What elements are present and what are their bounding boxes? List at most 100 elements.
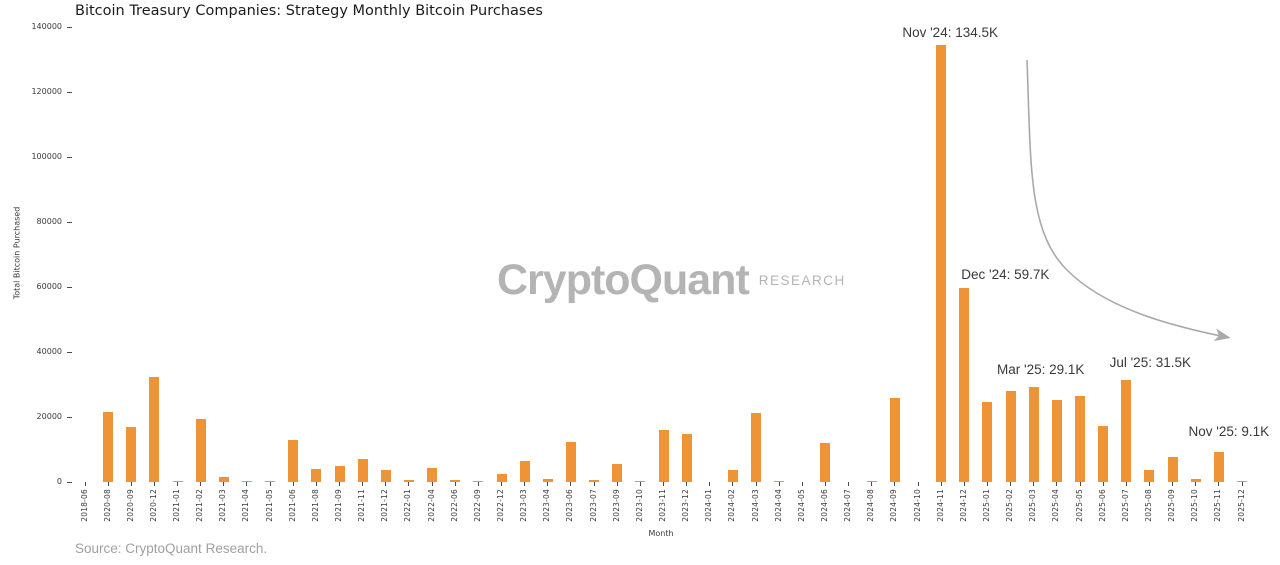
x-tick-label: 2024-07	[843, 489, 853, 522]
y-tick-label: 60000	[36, 282, 62, 291]
bar-2024-11	[936, 44, 947, 482]
x-tick-mark	[848, 482, 850, 486]
annotation-2024-11: Nov '24: 134.5K	[902, 24, 998, 40]
x-tick-mark	[663, 482, 664, 486]
x-tick-label: 2021-06	[287, 489, 297, 522]
y-tick-label: 0	[56, 477, 62, 486]
x-tick-mark	[732, 482, 734, 486]
x-tick-mark	[547, 482, 549, 486]
bar-2025-08	[1144, 470, 1155, 482]
x-tick-label: 2023-10	[634, 489, 644, 522]
x-tick-label: 2021-05	[264, 489, 274, 522]
x-tick-mark	[686, 482, 688, 486]
x-tick-label: 2020-08	[102, 489, 112, 522]
x-axis-label: Month	[648, 529, 674, 538]
x-tick-label: 2024-03	[750, 489, 760, 522]
source-note: Source: CryptoQuant Research.	[75, 541, 268, 556]
bar-2021-08	[311, 469, 322, 482]
x-tick-label: 2025-07	[1120, 489, 1130, 522]
x-tick-mark	[315, 482, 317, 486]
x-tick-label: 2025-04	[1051, 489, 1061, 522]
x-tick-label: 2022-12	[496, 489, 506, 522]
bar-2020-12	[149, 377, 160, 482]
bar-2025-09	[1167, 456, 1178, 482]
x-tick-mark	[963, 482, 965, 486]
research-label: RESEARCH	[758, 273, 846, 288]
annotation-2025-07: Jul '25: 31.5K	[1109, 354, 1191, 370]
bar-2021-01	[172, 480, 183, 482]
bar-2025-01	[982, 401, 993, 482]
annotation-2024-12: Dec '24: 59.7K	[961, 267, 1050, 283]
x-tick-mark	[709, 482, 711, 486]
x-tick-mark	[84, 482, 86, 486]
bar-2022-06	[450, 480, 461, 482]
x-tick-label: 2025-06	[1097, 489, 1107, 522]
x-tick-label: 2024-04	[773, 489, 783, 522]
x-tick-label: 2025-10	[1190, 489, 1200, 522]
bar-2023-06	[565, 441, 576, 482]
x-tick-label: 2020-12	[148, 489, 158, 522]
x-tick-mark	[524, 482, 526, 486]
bar-2025-11	[1213, 452, 1224, 482]
bar-2024-02	[727, 469, 738, 482]
x-tick-mark	[1241, 482, 1243, 486]
x-tick-label: 2024-10	[912, 489, 922, 522]
x-tick-mark	[153, 482, 155, 486]
x-tick-label: 2023-09	[611, 489, 621, 522]
y-tick-label: 20000	[36, 412, 62, 421]
x-tick-label: 2022-09	[472, 489, 482, 522]
x-tick-label: 2018-06	[79, 489, 89, 522]
x-tick-mark	[986, 482, 988, 486]
bar-2021-03	[218, 477, 229, 482]
annotation-2025-03: Mar '25: 29.1K	[997, 362, 1085, 377]
y-tick-mark	[67, 287, 72, 288]
x-tick-label: 2024-11	[935, 489, 945, 522]
x-tick-label: 2025-12	[1236, 489, 1246, 522]
bar-2025-10	[1190, 479, 1201, 482]
y-tick-mark	[67, 92, 72, 93]
x-tick-mark	[1218, 482, 1220, 486]
x-tick-mark	[940, 482, 942, 486]
x-tick-mark	[1172, 482, 1174, 486]
x-tick-mark	[1125, 482, 1127, 486]
x-tick-mark	[1148, 482, 1150, 486]
x-tick-label: 2020-09	[125, 489, 135, 522]
x-tick-mark	[894, 482, 896, 486]
x-tick-mark	[246, 482, 248, 486]
bar-2024-12	[959, 288, 970, 482]
x-tick-label: 2021-08	[310, 489, 320, 522]
y-tick-mark	[67, 482, 72, 483]
x-tick-mark	[431, 482, 433, 486]
x-tick-label: 2021-03	[218, 489, 228, 522]
y-tick-label: 40000	[36, 347, 62, 356]
chart-title: Bitcoin Treasury Companies: Strategy Mon…	[75, 3, 543, 19]
x-tick-mark	[1010, 482, 1012, 486]
bar-2021-05	[265, 480, 276, 482]
bar-2021-09	[334, 465, 345, 482]
x-tick-label: 2022-01	[403, 489, 413, 522]
x-tick-mark	[778, 482, 780, 486]
bar-2021-04	[241, 480, 252, 482]
x-tick-mark	[755, 482, 757, 486]
x-tick-label: 2022-04	[426, 489, 436, 522]
x-tick-mark	[408, 482, 410, 486]
x-tick-label: 2023-07	[588, 489, 598, 522]
bar-2023-04	[542, 478, 553, 482]
y-tick-mark	[67, 27, 72, 28]
y-tick-mark	[67, 417, 72, 418]
x-tick-mark	[801, 482, 803, 486]
annotation-2025-11: Nov '25: 9.1K	[1188, 424, 1270, 440]
y-tick-label: 100000	[31, 152, 62, 161]
bar-2025-04	[1051, 400, 1062, 482]
bar-2025-02	[1005, 391, 1016, 482]
x-tick-mark	[824, 482, 826, 486]
x-tick-label: 2023-04	[542, 489, 552, 522]
bar-2023-07	[589, 480, 600, 482]
y-tick-mark	[67, 352, 72, 353]
x-tick-label: 2021-04	[241, 489, 251, 522]
x-tick-label: 2024-08	[866, 489, 876, 522]
bar-2022-09	[473, 480, 484, 482]
x-tick-mark	[593, 482, 595, 486]
bar-2024-06	[820, 443, 831, 482]
